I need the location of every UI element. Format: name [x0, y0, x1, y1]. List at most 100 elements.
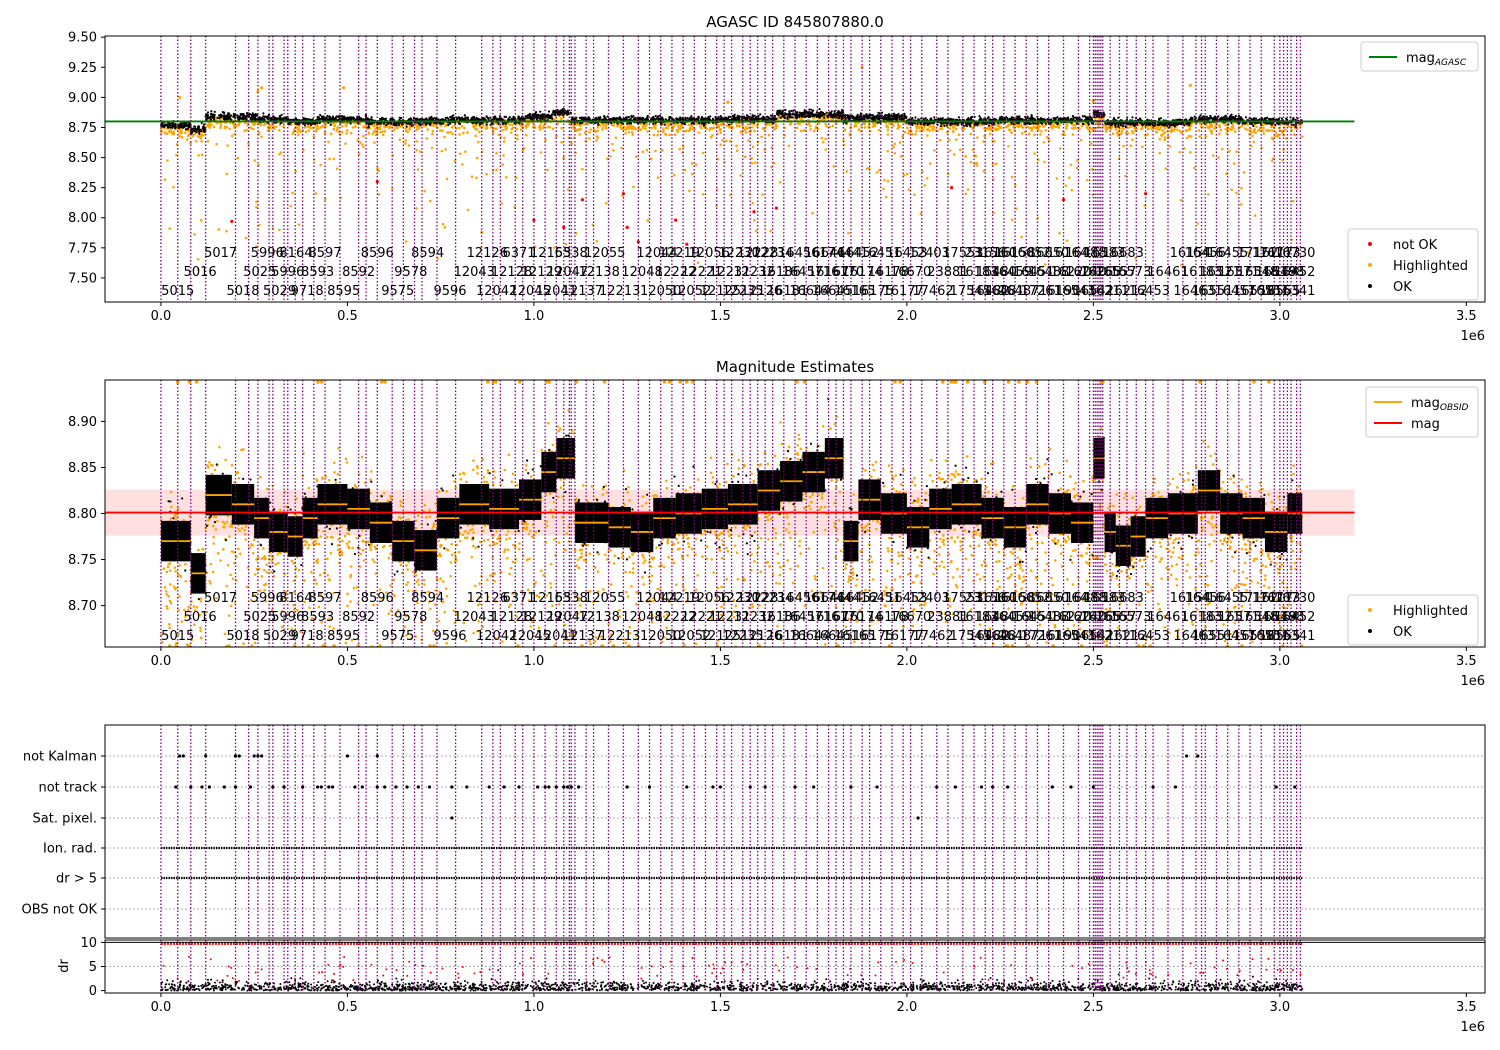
agasc-obsid-label: 16457	[1214, 284, 1255, 299]
estimates-bottom-legend-swatch	[1368, 608, 1372, 612]
agasc-obsid-label: 16265	[1080, 265, 1121, 280]
flags-point	[200, 785, 204, 789]
agasc-ytick-label: 8.25	[68, 181, 97, 196]
agasc-ytick-label: 8.00	[68, 211, 97, 226]
flags-row-label: Ion. rad.	[43, 842, 97, 857]
agasc-obsid-label: 16154	[1170, 246, 1211, 261]
agasc-obsid-label: 12050	[640, 284, 681, 299]
estimates-obsid-label: 5025	[243, 610, 276, 625]
agasc-obsid-label: 17462	[912, 284, 953, 299]
flags-point	[1185, 754, 1189, 758]
agasc-obsid-label: 5996	[271, 265, 304, 280]
estimates-obsid-label: 16164	[1047, 591, 1088, 606]
agasc-obsid-label: 23156	[965, 246, 1006, 261]
estimates-obsid-label: 16481	[983, 629, 1024, 644]
flags-point	[237, 754, 241, 758]
agasc-top-legend	[1360, 41, 1479, 72]
estimates-clipped-point	[1006, 380, 1011, 384]
estimates-obsid-label: 17444	[819, 591, 860, 606]
estimates-obsid-label: 12129	[521, 610, 562, 625]
agasc-axes-frame	[104, 35, 1486, 303]
estimates-obsid-label: 16165	[834, 629, 875, 644]
dr-xtick-label: 2.0	[897, 1000, 918, 1015]
flags-point	[181, 754, 185, 758]
estimates-clipped-point	[1136, 644, 1141, 647]
agasc-obsid-label: 16158	[994, 246, 1035, 261]
flags-row-label: Sat. pixel.	[33, 812, 97, 827]
estimates-obsid-label: 8594	[411, 591, 444, 606]
agasc-obsid-label: 16240	[1065, 265, 1106, 280]
estimates-clipped-point	[1141, 644, 1146, 647]
flags-point	[450, 816, 454, 820]
estimates-obsid-label: 12137	[562, 629, 603, 644]
agasc-obsid-label: 12235	[722, 284, 763, 299]
flags-point	[383, 785, 387, 789]
estimates-obsid-label: 9596	[433, 629, 466, 644]
flags-point	[375, 754, 379, 758]
agasc-obsid-label: 16341	[1274, 284, 1315, 299]
estimates-obsid-label: 12221	[681, 610, 722, 625]
flags-point	[222, 785, 226, 789]
agasc-not-ok-point	[375, 180, 379, 184]
estimates-clipped-point	[611, 644, 616, 647]
estimates-clipped-point	[518, 380, 522, 384]
estimates-clipped-point	[383, 380, 387, 384]
estimates-obsid-label: 16583	[1084, 591, 1125, 606]
agasc-obsid-label: 16548	[1237, 265, 1278, 280]
flags-point	[189, 785, 193, 789]
estimates-obsid-label: 8164	[279, 591, 312, 606]
estimates-obsid-label: 16211	[1088, 629, 1129, 644]
agasc-obsid-label: 12228	[737, 246, 778, 261]
agasc-obsid-label: 12222	[655, 265, 696, 280]
estimates-clipped-point	[174, 644, 178, 647]
agasc-obsid-label: 16183	[1181, 265, 1222, 280]
estimates-clipped-point	[684, 380, 689, 384]
agasc-obsid-label: 16174	[841, 265, 882, 280]
dr-axis-label: dr	[57, 959, 72, 973]
agasc-obsid-label: 5016	[184, 265, 217, 280]
agasc-obsid-label: 16452	[838, 246, 879, 261]
estimates-obsid-label: 6338	[555, 591, 588, 606]
dr-not-ok-points	[162, 955, 1302, 982]
agasc-obsid-label: 5017	[204, 246, 237, 261]
agasc-obsid-label: 16543	[1054, 284, 1095, 299]
agasc-ytick-label: 8.75	[68, 121, 97, 136]
flags-point	[1196, 754, 1200, 758]
estimates-obsid-label: 16456	[778, 591, 819, 606]
estimates-obsid-label: 12126	[741, 629, 782, 644]
estimates-ytick-label: 8.75	[68, 553, 97, 568]
estimates-clipped-point	[667, 380, 672, 384]
estimates-xtick-label: 1.0	[524, 654, 545, 669]
agasc-obsid-label: 17261	[1020, 284, 1061, 299]
agasc-obsid-label: 17553	[942, 246, 983, 261]
agasc-xtick-label: 2.5	[1083, 309, 1104, 324]
agasc-obsid-label: 8164	[279, 246, 312, 261]
agasc-obsid-label: 16453	[1129, 284, 1170, 299]
estimates-obsid-label: 16521	[1200, 610, 1241, 625]
estimates-obsid-label: 16573	[1110, 610, 1151, 625]
flags-point	[916, 816, 920, 820]
estimates-clipped-point	[380, 380, 384, 384]
estimates-obsid-label: 16645	[812, 629, 853, 644]
agasc-highlighted-point	[256, 89, 260, 93]
agasc-obsid-label: 16488	[1028, 265, 1069, 280]
agasc-obsid-label: 16573	[1110, 265, 1151, 280]
agasc-xtick-label: 0.0	[151, 309, 172, 324]
estimates-obsid-label: 16542	[1073, 629, 1114, 644]
agasc-obsid-label: 12055	[584, 246, 625, 261]
agasc-not-ok-point	[685, 242, 689, 246]
agasc-obsid-label: 16583	[1084, 246, 1125, 261]
estimates-obsid-label: 16551	[1192, 629, 1233, 644]
estimates-obsid-label: 8592	[342, 610, 375, 625]
estimates-obsid-label: 12222	[655, 610, 696, 625]
agasc-obsid-label: 16480	[976, 265, 1017, 280]
agasc-obsid-label: 16457	[782, 265, 823, 280]
estimates-obsid-label: 16265	[1080, 610, 1121, 625]
agasc-ytick-label: 9.50	[68, 31, 97, 46]
estimates-obsid-label: 16683	[1103, 591, 1144, 606]
dr-ytick-label: 0	[89, 984, 97, 999]
agasc-not-ok-point	[674, 218, 678, 222]
dr-ytick-label: 10	[80, 936, 97, 951]
agasc-obsid-label: 5029	[263, 284, 296, 299]
